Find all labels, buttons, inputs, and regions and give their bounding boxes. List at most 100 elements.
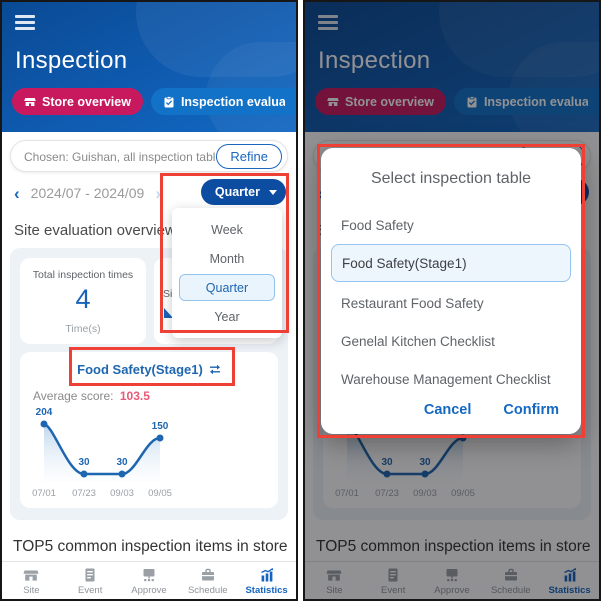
nav-item-event[interactable]: Event bbox=[364, 562, 423, 599]
x-axis-label: 09/03 bbox=[413, 488, 437, 499]
hamburger-menu-icon[interactable] bbox=[15, 15, 35, 33]
score-trend-card: Food Safety(Stage1) Average score: 103.5 bbox=[20, 352, 278, 508]
storefront-icon bbox=[23, 570, 39, 581]
data-point[interactable] bbox=[383, 470, 391, 478]
tab-store-overview[interactable]: Store overview bbox=[12, 88, 143, 115]
nav-item-schedule[interactable]: Schedule bbox=[481, 562, 540, 599]
stat-value-fragment bbox=[164, 308, 173, 318]
top5-section-title: TOP5 common inspection items in store bbox=[316, 538, 591, 555]
filter-bar: Chosen: Guishan, all inspection tables R… bbox=[10, 140, 288, 172]
data-point[interactable] bbox=[80, 470, 88, 478]
briefcase-icon bbox=[201, 568, 214, 580]
chevron-left-icon[interactable]: ‹ bbox=[14, 183, 20, 203]
section-title: Site evaluation overview bbox=[14, 222, 176, 239]
period-option-quarter[interactable]: Quarter bbox=[179, 274, 275, 301]
app-header: Inspection Store overview Inspection eva… bbox=[305, 2, 599, 132]
point-value-label: 30 bbox=[78, 457, 90, 468]
tab-label: Store overview bbox=[42, 94, 131, 109]
stat-label-fragment: Si bbox=[163, 288, 173, 300]
x-axis-label: 07/23 bbox=[375, 488, 399, 499]
tab-inspection-evaluation[interactable]: Inspection evaluation bbox=[453, 88, 599, 115]
nav-label: Statistics bbox=[245, 584, 288, 596]
period-option-year[interactable]: Year bbox=[214, 309, 240, 324]
average-score: Average score: 103.5 bbox=[33, 389, 150, 403]
nav-label: Schedule bbox=[187, 584, 228, 596]
workflow-icon bbox=[446, 568, 458, 581]
date-navigator: ‹ 2024/07 - 2024/09 › bbox=[14, 180, 161, 206]
modal-actions: Cancel Confirm bbox=[424, 402, 559, 418]
phone-screen-right: Inspection Store overview Inspection eva… bbox=[303, 0, 601, 601]
modal-option-food-safety[interactable]: Food Safety bbox=[341, 217, 414, 233]
data-point[interactable] bbox=[40, 420, 48, 428]
store-icon bbox=[24, 97, 36, 106]
tab-store-overview[interactable]: Store overview bbox=[315, 88, 446, 115]
nav-item-statistics[interactable]: Statistics bbox=[540, 562, 599, 599]
data-point[interactable] bbox=[118, 470, 126, 478]
nav-item-approve[interactable]: Approve bbox=[423, 562, 482, 599]
nav-item-statistics[interactable]: Statistics bbox=[237, 562, 296, 599]
chart-line bbox=[42, 422, 162, 476]
header-decor-shape bbox=[136, 2, 296, 77]
period-selected-label: Quarter bbox=[214, 185, 260, 199]
chosen-filter-text: Chosen: Guishan, all inspection tables bbox=[24, 150, 229, 164]
briefcase-icon bbox=[504, 568, 517, 580]
storefront-icon bbox=[326, 570, 342, 581]
page-title: Inspection bbox=[318, 47, 431, 74]
x-axis-label: 07/23 bbox=[72, 488, 96, 499]
tab-partial[interactable] bbox=[285, 88, 296, 115]
bottom-navigation: Site Event Approve Schedule Statistics bbox=[2, 561, 296, 599]
nav-item-approve[interactable]: Approve bbox=[120, 562, 179, 599]
modal-option-genelal-kitchen-checklist[interactable]: Genelal Kitchen Checklist bbox=[341, 333, 495, 349]
header-tabs: Store overview Inspection evaluation bbox=[315, 88, 599, 115]
store-icon bbox=[327, 97, 339, 106]
phone-screen-left: Inspection Store overview Inspection eva… bbox=[0, 0, 298, 601]
modal-option-warehouse-management-checklist[interactable]: Warehouse Management Checklist bbox=[341, 371, 551, 387]
tab-label: Inspection evaluation bbox=[483, 94, 599, 109]
page-title: Inspection bbox=[15, 47, 128, 74]
modal-option-restaurant-food-safety[interactable]: Restaurant Food Safety bbox=[341, 295, 484, 311]
nav-item-site[interactable]: Site bbox=[305, 562, 364, 599]
refine-button[interactable]: Refine bbox=[216, 144, 282, 169]
selector-label: Food Safety(Stage1) bbox=[77, 362, 203, 377]
point-value-label: 30 bbox=[419, 457, 431, 468]
inspection-table-selector[interactable]: Food Safety(Stage1) bbox=[20, 352, 278, 377]
tab-label: Inspection evaluation bbox=[180, 94, 296, 109]
point-value-label: 204 bbox=[36, 407, 53, 418]
swap-icon bbox=[209, 364, 220, 375]
chevron-down-icon bbox=[269, 190, 277, 199]
date-range-label: 2024/07 - 2024/09 bbox=[30, 185, 145, 201]
period-option-month[interactable]: Month bbox=[209, 251, 245, 266]
nav-label: Site bbox=[23, 584, 40, 596]
stat-unit: Time(s) bbox=[65, 323, 101, 335]
top5-section-title: TOP5 common inspection items in store bbox=[13, 538, 288, 555]
point-value-label: 150 bbox=[152, 421, 169, 432]
nav-label: Event bbox=[78, 584, 103, 596]
tab-label: Store overview bbox=[345, 94, 434, 109]
score-trend-chart: 204 30 30 150 07/01 07/23 09/03 09/05 bbox=[32, 407, 172, 499]
nav-item-site[interactable]: Site bbox=[2, 562, 61, 599]
nav-label: Approve bbox=[434, 584, 470, 596]
confirm-button[interactable]: Confirm bbox=[503, 402, 559, 418]
stat-card-total-inspections: Total inspection times 4 Time(s) bbox=[20, 258, 146, 344]
period-option-week[interactable]: Week bbox=[211, 222, 243, 237]
tab-inspection-evaluation[interactable]: Inspection evaluation bbox=[150, 88, 296, 115]
x-axis-label: 09/05 bbox=[148, 488, 172, 499]
period-dropdown-button[interactable]: Quarter bbox=[200, 179, 286, 205]
tab-partial[interactable] bbox=[588, 88, 599, 115]
x-axis-label: 09/03 bbox=[110, 488, 134, 499]
x-axis-label: 07/01 bbox=[32, 488, 56, 499]
bar-chart-icon bbox=[260, 567, 273, 581]
checklist-icon bbox=[467, 95, 477, 107]
bottom-navigation: Site Event Approve Schedule Statistics bbox=[305, 561, 599, 599]
chevron-right-icon[interactable]: › bbox=[155, 183, 161, 203]
point-value-label: 30 bbox=[381, 457, 393, 468]
data-point[interactable] bbox=[156, 434, 164, 442]
nav-item-event[interactable]: Event bbox=[61, 562, 120, 599]
nav-label: Approve bbox=[131, 584, 167, 596]
cancel-button[interactable]: Cancel bbox=[423, 402, 472, 418]
data-point[interactable] bbox=[421, 470, 429, 478]
hamburger-menu-icon[interactable] bbox=[318, 15, 338, 33]
modal-option-food-safety-stage1[interactable]: Food Safety(Stage1) bbox=[331, 244, 571, 282]
nav-item-schedule[interactable]: Schedule bbox=[178, 562, 237, 599]
document-icon bbox=[85, 568, 95, 581]
